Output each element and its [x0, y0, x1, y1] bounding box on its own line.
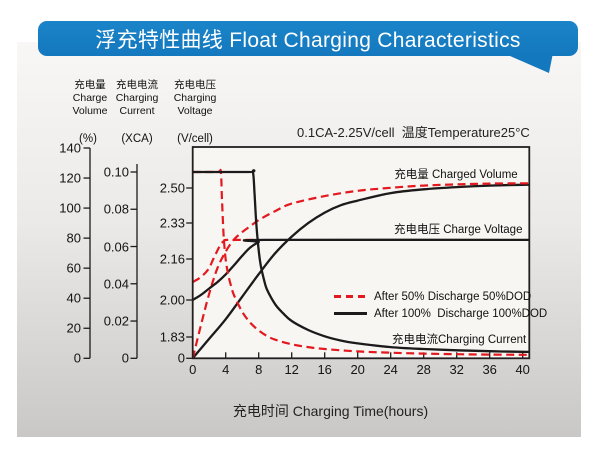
legend-item-50dod: After 50% Discharge 50%DOD	[334, 290, 531, 303]
x-axis-tick-label: 32	[449, 362, 464, 377]
axis-unit-vcell: (V/cell)	[177, 133, 213, 145]
axis-header-charging-current: 充电电流 Charging Current	[115, 79, 159, 117]
voltage-axis-tick-label: 2.00	[159, 292, 185, 308]
percent-axis-tick-label: 100	[59, 200, 81, 216]
percent-axis-tick-label: 120	[59, 170, 81, 186]
legend-label-100dod: After 100% Discharge 100%DOD	[374, 307, 548, 320]
legend-key-solid-black-icon	[334, 312, 367, 315]
voltage-axis-tick-label: 2.33	[159, 215, 185, 231]
legend-label-50dod: After 50% Discharge 50%DOD	[374, 290, 532, 303]
voltage-axis-tick-label: 1.83	[159, 329, 185, 345]
legend-key-dashed-red-icon	[334, 295, 367, 298]
curve-voltage_50dod	[192, 238, 255, 284]
percent-axis-tick-label: 0	[73, 350, 81, 366]
curve-volume_50dod	[192, 182, 530, 359]
curve-label-charge-voltage: 充电电压 Charge Voltage	[394, 224, 523, 236]
voltage-axis-tick-label: 2.16	[159, 251, 185, 267]
xca-axis-tick-label: 0.06	[103, 239, 129, 255]
condition-annotation: 0.1CA-2.25V/cell 温度Temperature25°C	[297, 125, 530, 140]
curve-current_100dod	[192, 169, 530, 353]
x-axis-tick-label: 24	[383, 362, 398, 377]
voltage-axis-tick-label: 0	[177, 350, 185, 366]
title-banner: 浮充特性曲线 Float Charging Characteristics	[38, 21, 578, 56]
x-axis-tick-label: 0	[189, 362, 197, 377]
x-axis-tick-label: 16	[317, 362, 332, 377]
percent-axis-tick-label: 60	[66, 260, 81, 276]
percent-axis-tick-label: 80	[66, 230, 81, 246]
x-axis-tick-label: 12	[284, 362, 299, 377]
axis-unit-percent: (%)	[79, 133, 97, 145]
x-axis-tick-label: 40	[515, 362, 530, 377]
xca-axis-tick-label: 0	[121, 350, 129, 366]
x-axis-tick-label: 36	[482, 362, 497, 377]
voltage-axis-tick-label: 2.50	[159, 180, 185, 196]
xca-axis-tick-label: 0.10	[103, 164, 129, 180]
curve-label-charging-current: 充电电流Charging Current	[392, 334, 527, 346]
percent-axis-tick-label: 140	[59, 140, 81, 156]
xca-axis-tick-label: 0.08	[103, 201, 129, 217]
axis-header-charging-voltage: 充电电压 Charging Voltage	[173, 79, 217, 117]
x-axis-title: 充电时间 Charging Time(hours)	[232, 403, 429, 419]
page-title: 浮充特性曲线 Float Charging Characteristics	[95, 28, 521, 52]
curve-label-charged-volume: 充电量 Charged Volume	[394, 169, 518, 181]
xca-axis-tick-label: 0.02	[103, 313, 129, 329]
curve-voltage_100dod	[192, 238, 530, 301]
xca-axis-tick-label: 0.04	[103, 276, 129, 292]
percent-axis-tick-label: 40	[66, 290, 81, 306]
x-axis-tick-label: 28	[416, 362, 431, 377]
percent-axis-tick-label: 20	[66, 320, 81, 336]
legend-item-100dod: After 100% Discharge 100%DOD	[334, 307, 547, 320]
curve-current_50dod	[192, 168, 530, 356]
x-axis-tick-label: 20	[350, 362, 365, 377]
axis-header-charge-volume: 充电量 Charge Volume	[72, 79, 108, 117]
x-axis-tick-label: 4	[222, 362, 230, 377]
axis-unit-xca: (XCA)	[121, 133, 153, 145]
x-axis-tick-label: 8	[255, 362, 263, 377]
